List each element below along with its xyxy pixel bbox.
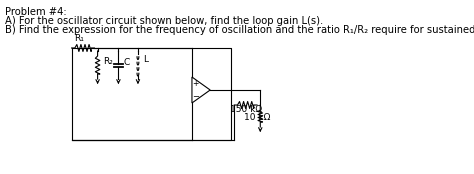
Text: L: L xyxy=(143,55,148,64)
Text: R₂: R₂ xyxy=(103,57,113,66)
Text: Problem #4:: Problem #4: xyxy=(5,7,66,17)
Text: B) Find the expression for the frequency of oscillation and the ratio R₁/R₂ requ: B) Find the expression for the frequency… xyxy=(5,25,474,35)
Text: C: C xyxy=(124,58,130,67)
Text: 10 kΩ: 10 kΩ xyxy=(244,113,270,122)
Text: R₁: R₁ xyxy=(74,34,84,43)
Text: −: − xyxy=(191,92,199,101)
Text: +: + xyxy=(192,79,199,88)
Text: A) For the oscillator circuit shown below, find the loop gain L(s).: A) For the oscillator circuit shown belo… xyxy=(5,16,323,26)
Text: 150 kΩ: 150 kΩ xyxy=(229,105,262,114)
